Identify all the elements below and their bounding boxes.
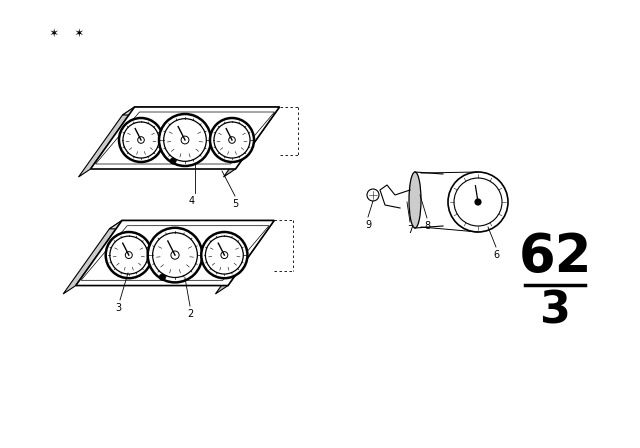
Text: 5: 5 <box>232 199 238 209</box>
Text: 3: 3 <box>540 289 570 332</box>
Circle shape <box>448 172 508 232</box>
Circle shape <box>171 251 179 259</box>
Circle shape <box>474 198 482 206</box>
Circle shape <box>159 114 211 166</box>
Polygon shape <box>79 107 134 177</box>
Circle shape <box>181 136 189 144</box>
Circle shape <box>170 158 176 164</box>
Circle shape <box>106 232 152 278</box>
Text: 8: 8 <box>424 221 430 231</box>
Circle shape <box>210 118 254 162</box>
Circle shape <box>148 228 202 282</box>
Circle shape <box>201 232 248 278</box>
Text: 4: 4 <box>189 196 195 206</box>
Circle shape <box>221 252 228 258</box>
Polygon shape <box>90 107 280 169</box>
Polygon shape <box>122 107 280 115</box>
Circle shape <box>367 189 379 201</box>
Polygon shape <box>76 220 274 285</box>
Text: 2: 2 <box>187 309 193 319</box>
Polygon shape <box>109 220 274 229</box>
Text: 6: 6 <box>493 250 499 260</box>
Circle shape <box>119 118 163 162</box>
Circle shape <box>125 252 132 258</box>
Text: 9: 9 <box>365 220 371 230</box>
Text: 3: 3 <box>115 303 121 313</box>
Circle shape <box>159 274 166 280</box>
Text: ✶  ✶: ✶ ✶ <box>50 26 83 40</box>
Circle shape <box>228 137 236 143</box>
Polygon shape <box>223 107 280 177</box>
Polygon shape <box>216 220 274 294</box>
Ellipse shape <box>409 172 421 228</box>
Polygon shape <box>63 220 122 294</box>
Text: 7: 7 <box>407 225 413 235</box>
Circle shape <box>138 137 144 143</box>
Text: 62: 62 <box>518 231 592 283</box>
